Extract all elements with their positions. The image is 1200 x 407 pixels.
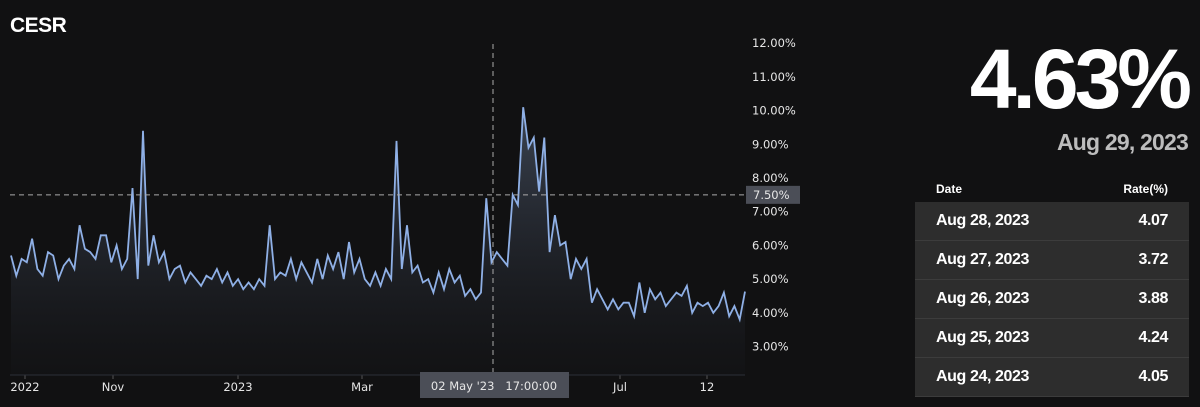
header-rate: Rate(%) bbox=[1123, 182, 1168, 196]
y-tick-label: 5.00% bbox=[752, 272, 789, 286]
row-date: Aug 24, 2023 bbox=[936, 368, 1030, 385]
y-tick-label: 4.00% bbox=[752, 306, 789, 320]
y-tick-label: 8.00% bbox=[752, 171, 789, 185]
current-rate: 4.63% bbox=[969, 32, 1192, 126]
crosshair-x-label: 02 May '23 17:00:00 bbox=[431, 379, 557, 393]
row-date: Aug 26, 2023 bbox=[936, 290, 1030, 307]
table-header: Date Rate(%) bbox=[915, 176, 1189, 202]
table-row: Aug 28, 2023 4.07 bbox=[915, 202, 1189, 241]
chart-title: CESR bbox=[10, 14, 67, 37]
row-rate: 4.07 bbox=[1138, 212, 1168, 229]
table-row: Aug 24, 2023 4.05 bbox=[915, 358, 1189, 397]
area-fill bbox=[11, 107, 745, 375]
y-tick-label: 3.00% bbox=[752, 340, 789, 354]
table-row: Aug 25, 2023 4.24 bbox=[915, 319, 1189, 358]
y-tick-label: 9.00% bbox=[752, 137, 789, 151]
row-date: Aug 28, 2023 bbox=[936, 212, 1030, 229]
table-row: Aug 26, 2023 3.88 bbox=[915, 280, 1189, 319]
x-tick-label: 2023 bbox=[223, 380, 252, 394]
crosshair-y-label: 7.50% bbox=[753, 188, 790, 202]
y-tick-label: 11.00% bbox=[752, 70, 796, 84]
row-date: Aug 25, 2023 bbox=[936, 329, 1030, 346]
y-tick-label: 6.00% bbox=[752, 238, 789, 252]
crosshair-x-label-bg bbox=[420, 372, 569, 398]
current-date: Aug 29, 2023 bbox=[1056, 129, 1189, 155]
x-tick-label: Jul bbox=[612, 380, 627, 394]
x-tick-label: 2022 bbox=[10, 380, 39, 394]
rate-table: Date Rate(%) Aug 28, 2023 4.07 Aug 27, 2023… bbox=[915, 176, 1189, 397]
row-date: Aug 27, 2023 bbox=[936, 251, 1030, 268]
x-tick-label: Mar bbox=[351, 380, 373, 394]
rate-chart[interactable]: 3.00% 4.00% 5.00% 6.00% 7.00% 8.00% 9.00% 10.00… bbox=[0, 0, 800, 407]
x-tick-label: Nov bbox=[102, 380, 125, 394]
row-rate: 4.24 bbox=[1138, 329, 1168, 346]
table-row: Aug 27, 2023 3.72 bbox=[915, 241, 1189, 280]
x-tick-label: 12 bbox=[700, 380, 715, 394]
y-tick-label: 10.00% bbox=[752, 104, 796, 118]
row-rate: 3.88 bbox=[1138, 290, 1168, 307]
y-tick-label: 12.00% bbox=[752, 36, 796, 50]
series-line bbox=[10, 107, 746, 323]
y-tick-label: 7.00% bbox=[752, 205, 789, 219]
row-rate: 4.05 bbox=[1138, 368, 1168, 385]
row-rate: 3.72 bbox=[1138, 251, 1168, 268]
crosshair-y-label-bg bbox=[746, 185, 800, 204]
header-date: Date bbox=[936, 182, 963, 196]
